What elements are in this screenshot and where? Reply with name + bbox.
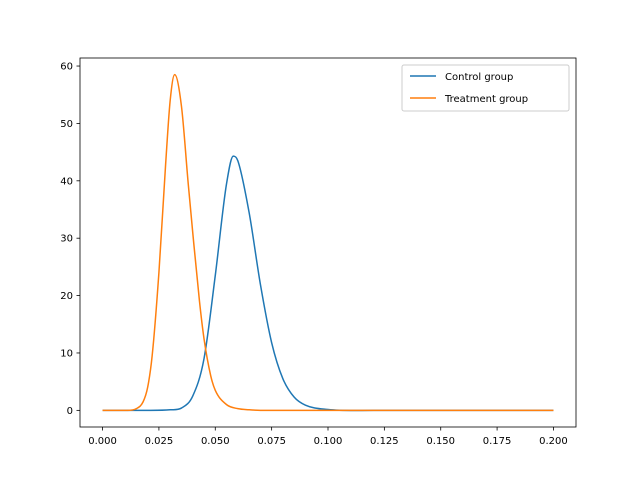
y-tick-label: 50 bbox=[60, 119, 73, 130]
x-tick-label: 0.100 bbox=[314, 436, 343, 447]
x-tick-label: 0.150 bbox=[426, 436, 455, 447]
legend-box bbox=[401, 64, 570, 112]
x-tick-label: 0.125 bbox=[370, 436, 399, 447]
series-layer bbox=[102, 73, 554, 412]
y-tick-label: 40 bbox=[60, 176, 73, 187]
y-tick-label: 0 bbox=[67, 406, 73, 417]
x-tick-label: 0.175 bbox=[483, 436, 512, 447]
plot-frame bbox=[79, 57, 577, 428]
ticks-layer: 0.000 0.025 0.050 0.075 0.100 0.125 0.150 0.175… bbox=[60, 62, 568, 447]
y-tick-label: 20 bbox=[60, 291, 73, 302]
x-tick-label: 0.075 bbox=[257, 436, 286, 447]
y-tick-label: 60 bbox=[60, 62, 73, 73]
legend-label-control: Control group bbox=[445, 72, 513, 83]
x-tick-label: 0.050 bbox=[201, 436, 230, 447]
x-tick-label: 0.000 bbox=[88, 436, 117, 447]
x-tick-label: 0.025 bbox=[145, 436, 174, 447]
legend-label-treatment: Treatment group bbox=[444, 94, 528, 105]
series-line-control bbox=[102, 155, 554, 412]
legend: Control group Treatment group bbox=[401, 64, 570, 112]
y-tick-label: 30 bbox=[60, 234, 73, 245]
x-tick-label: 0.200 bbox=[539, 436, 568, 447]
y-tick-label: 10 bbox=[60, 348, 73, 359]
series-line-treatment bbox=[102, 73, 554, 412]
